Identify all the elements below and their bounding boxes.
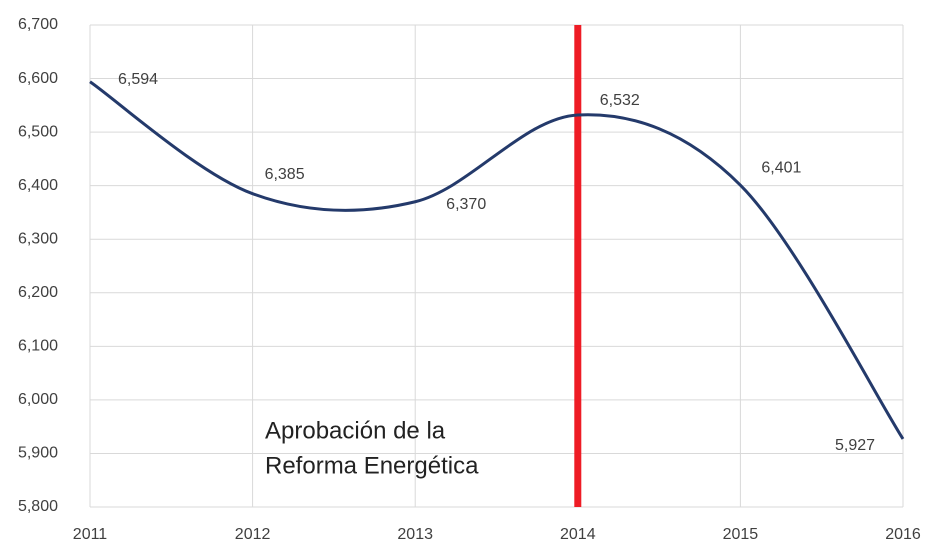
annotation-text: Reforma Energética — [265, 452, 479, 479]
data-label: 6,401 — [761, 159, 801, 176]
data-label: 6,385 — [265, 166, 305, 183]
y-tick-label: 6,700 — [18, 16, 58, 33]
y-tick-label: 6,100 — [18, 338, 58, 355]
x-tick-label: 2015 — [723, 526, 759, 543]
data-label: 6,594 — [118, 71, 158, 88]
y-tick-label: 6,500 — [18, 123, 58, 140]
data-label: 6,532 — [600, 92, 640, 109]
y-tick-label: 6,200 — [18, 284, 58, 301]
x-tick-label: 2014 — [560, 526, 596, 543]
x-tick-label: 2012 — [235, 526, 271, 543]
x-tick-label: 2013 — [397, 526, 433, 543]
y-tick-label: 6,600 — [18, 70, 58, 87]
data-label: 5,927 — [835, 437, 875, 454]
y-tick-label: 6,300 — [18, 230, 58, 247]
y-tick-label: 6,400 — [18, 177, 58, 194]
y-tick-label: 5,800 — [18, 498, 58, 515]
x-tick-label: 2016 — [885, 526, 921, 543]
x-tick-label: 2011 — [73, 526, 108, 543]
y-tick-label: 5,900 — [18, 445, 58, 462]
annotation-text: Aprobación de la — [265, 417, 446, 444]
y-tick-label: 6,000 — [18, 391, 58, 408]
line-series — [89, 80, 905, 440]
data-label: 6,370 — [446, 196, 486, 213]
